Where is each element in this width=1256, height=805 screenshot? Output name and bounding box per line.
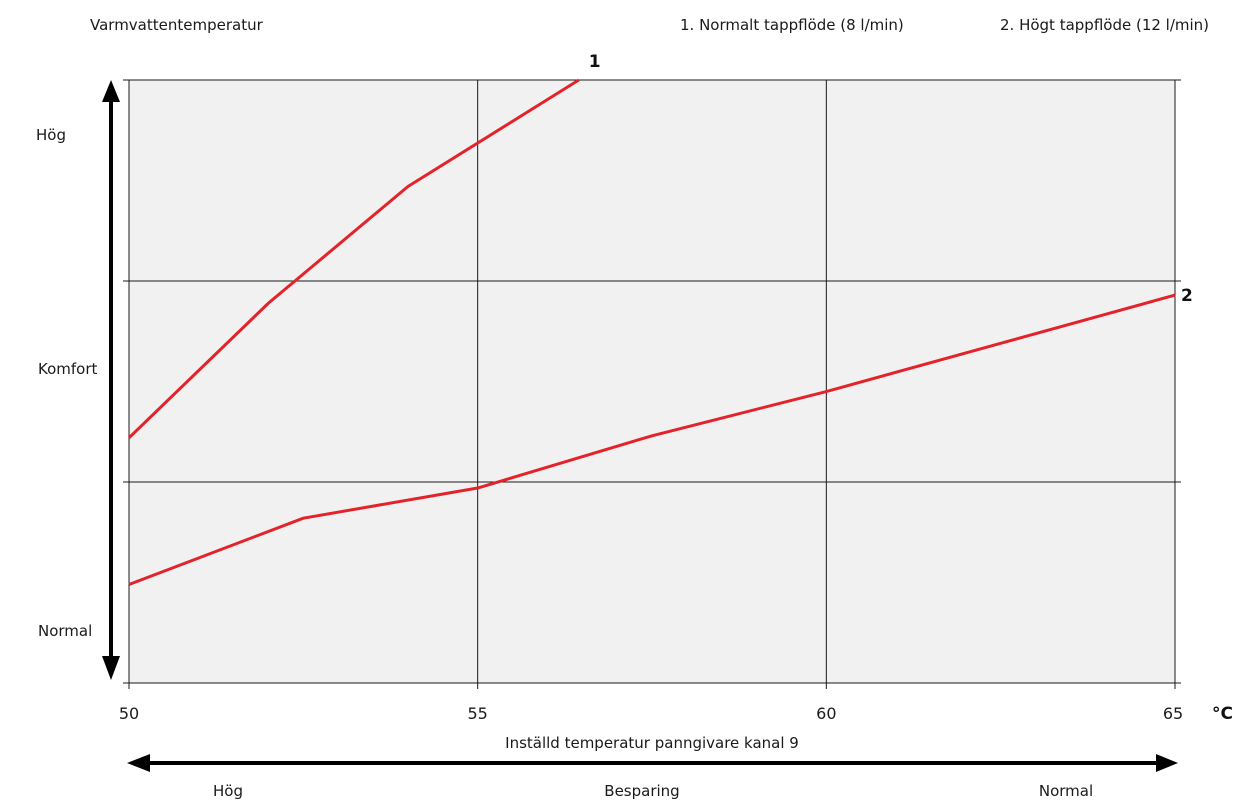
x-tick-label: 65 [1163,704,1183,723]
series-group: 12 [127,52,1193,586]
x-tick-label: 55 [467,704,487,723]
x-unit-label: °C [1212,704,1233,724]
y-level-label-comfort: Komfort [38,360,98,378]
x-tick-label: 60 [816,704,836,723]
bottom-label-saving: Besparing [604,782,679,800]
x-tick-label: 50 [119,704,139,723]
legend-item-2: 2. Högt tappflöde (12 l/min) [1000,16,1209,34]
y-level-label-normal: Normal [38,622,92,640]
series-line-1 [127,78,580,439]
bottom-label-high: Hög [213,782,243,800]
series-line-2 [128,293,1176,586]
grid [123,80,1175,683]
horizontal-double-arrow [127,754,1178,772]
x-axis-title: Inställd temperatur panngivare kanal 9 [505,734,799,752]
bottom-label-normal: Normal [1039,782,1093,800]
series-end-label-1: 1 [589,52,601,72]
y-axis-title: Varmvattentemperatur [90,16,264,34]
legend-item-1: 1. Normalt tappflöde (8 l/min) [680,16,904,34]
vertical-double-arrow [102,80,120,680]
y-level-label-high: Hög [36,126,66,144]
plot-area [128,79,1176,684]
axis-ticks: 50 55 60 65 [119,79,1183,723]
series-end-label-2: 2 [1181,286,1193,306]
